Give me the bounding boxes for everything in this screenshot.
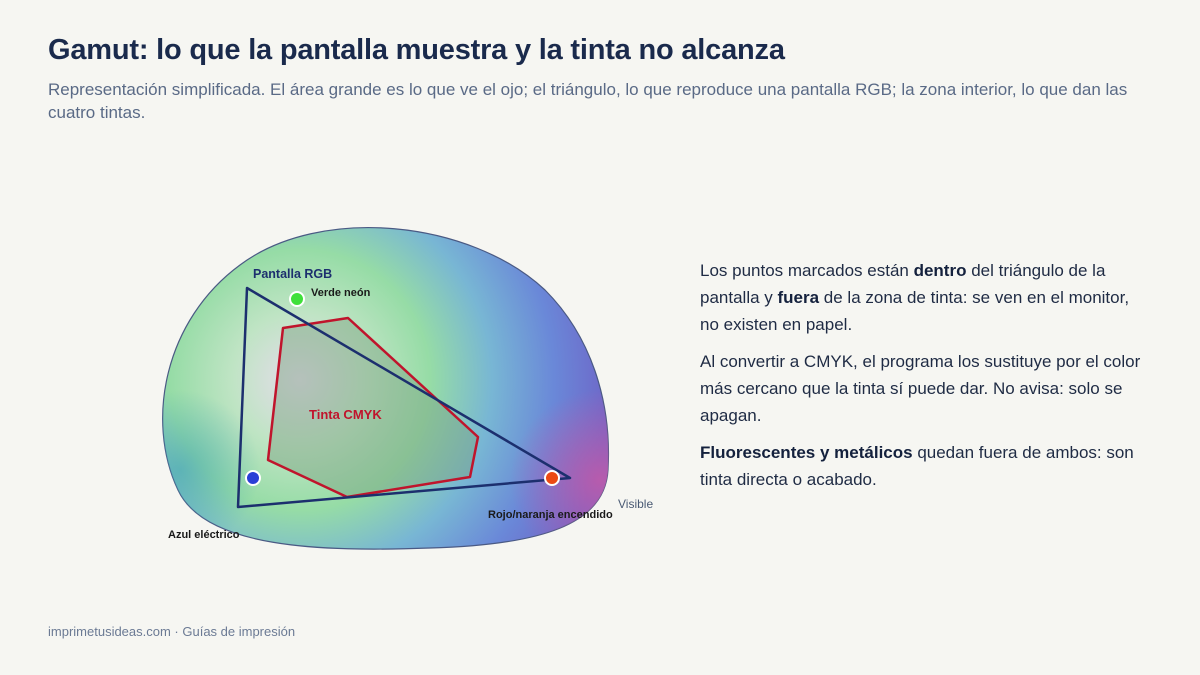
gamut-diagram: Pantalla RGB Tinta CMYK Visible Verde ne…: [162, 227, 653, 550]
explanation-paragraph-3: Fluorescentes y metálicos quedan fuera d…: [700, 443, 1134, 489]
rgb-label: Pantalla RGB: [253, 267, 332, 281]
explanation-panel: Los puntos marcados están dentro del tri…: [700, 257, 1150, 503]
point-label-azul-electrico: Azul eléctrico: [168, 529, 240, 541]
point-rojo-naranja: [544, 470, 560, 486]
visible-label: Visible: [618, 497, 653, 511]
explanation-paragraph-1: Los puntos marcados están dentro del tri…: [700, 261, 1130, 334]
explanation-paragraph-2: Al convertir a CMYK, el programa los sus…: [700, 352, 1141, 425]
footer-credit: imprimetusideas.com · Guías de impresión: [48, 624, 296, 639]
point-verde-neon: [289, 291, 305, 307]
point-azul-electrico: [245, 470, 261, 486]
page-subtitle: Representación simplificada. El área gra…: [48, 80, 1128, 122]
point-label-rojo-naranja: Rojo/naranja encendido: [488, 509, 613, 521]
page-title: Gamut: lo que la pantalla muestra y la t…: [48, 34, 785, 66]
point-label-verde-neon: Verde neón: [311, 287, 371, 299]
rgb-gamut-triangle: [236, 286, 572, 509]
cmyk-label: Tinta CMYK: [309, 407, 382, 422]
cmyk-gamut-area: [266, 316, 480, 499]
